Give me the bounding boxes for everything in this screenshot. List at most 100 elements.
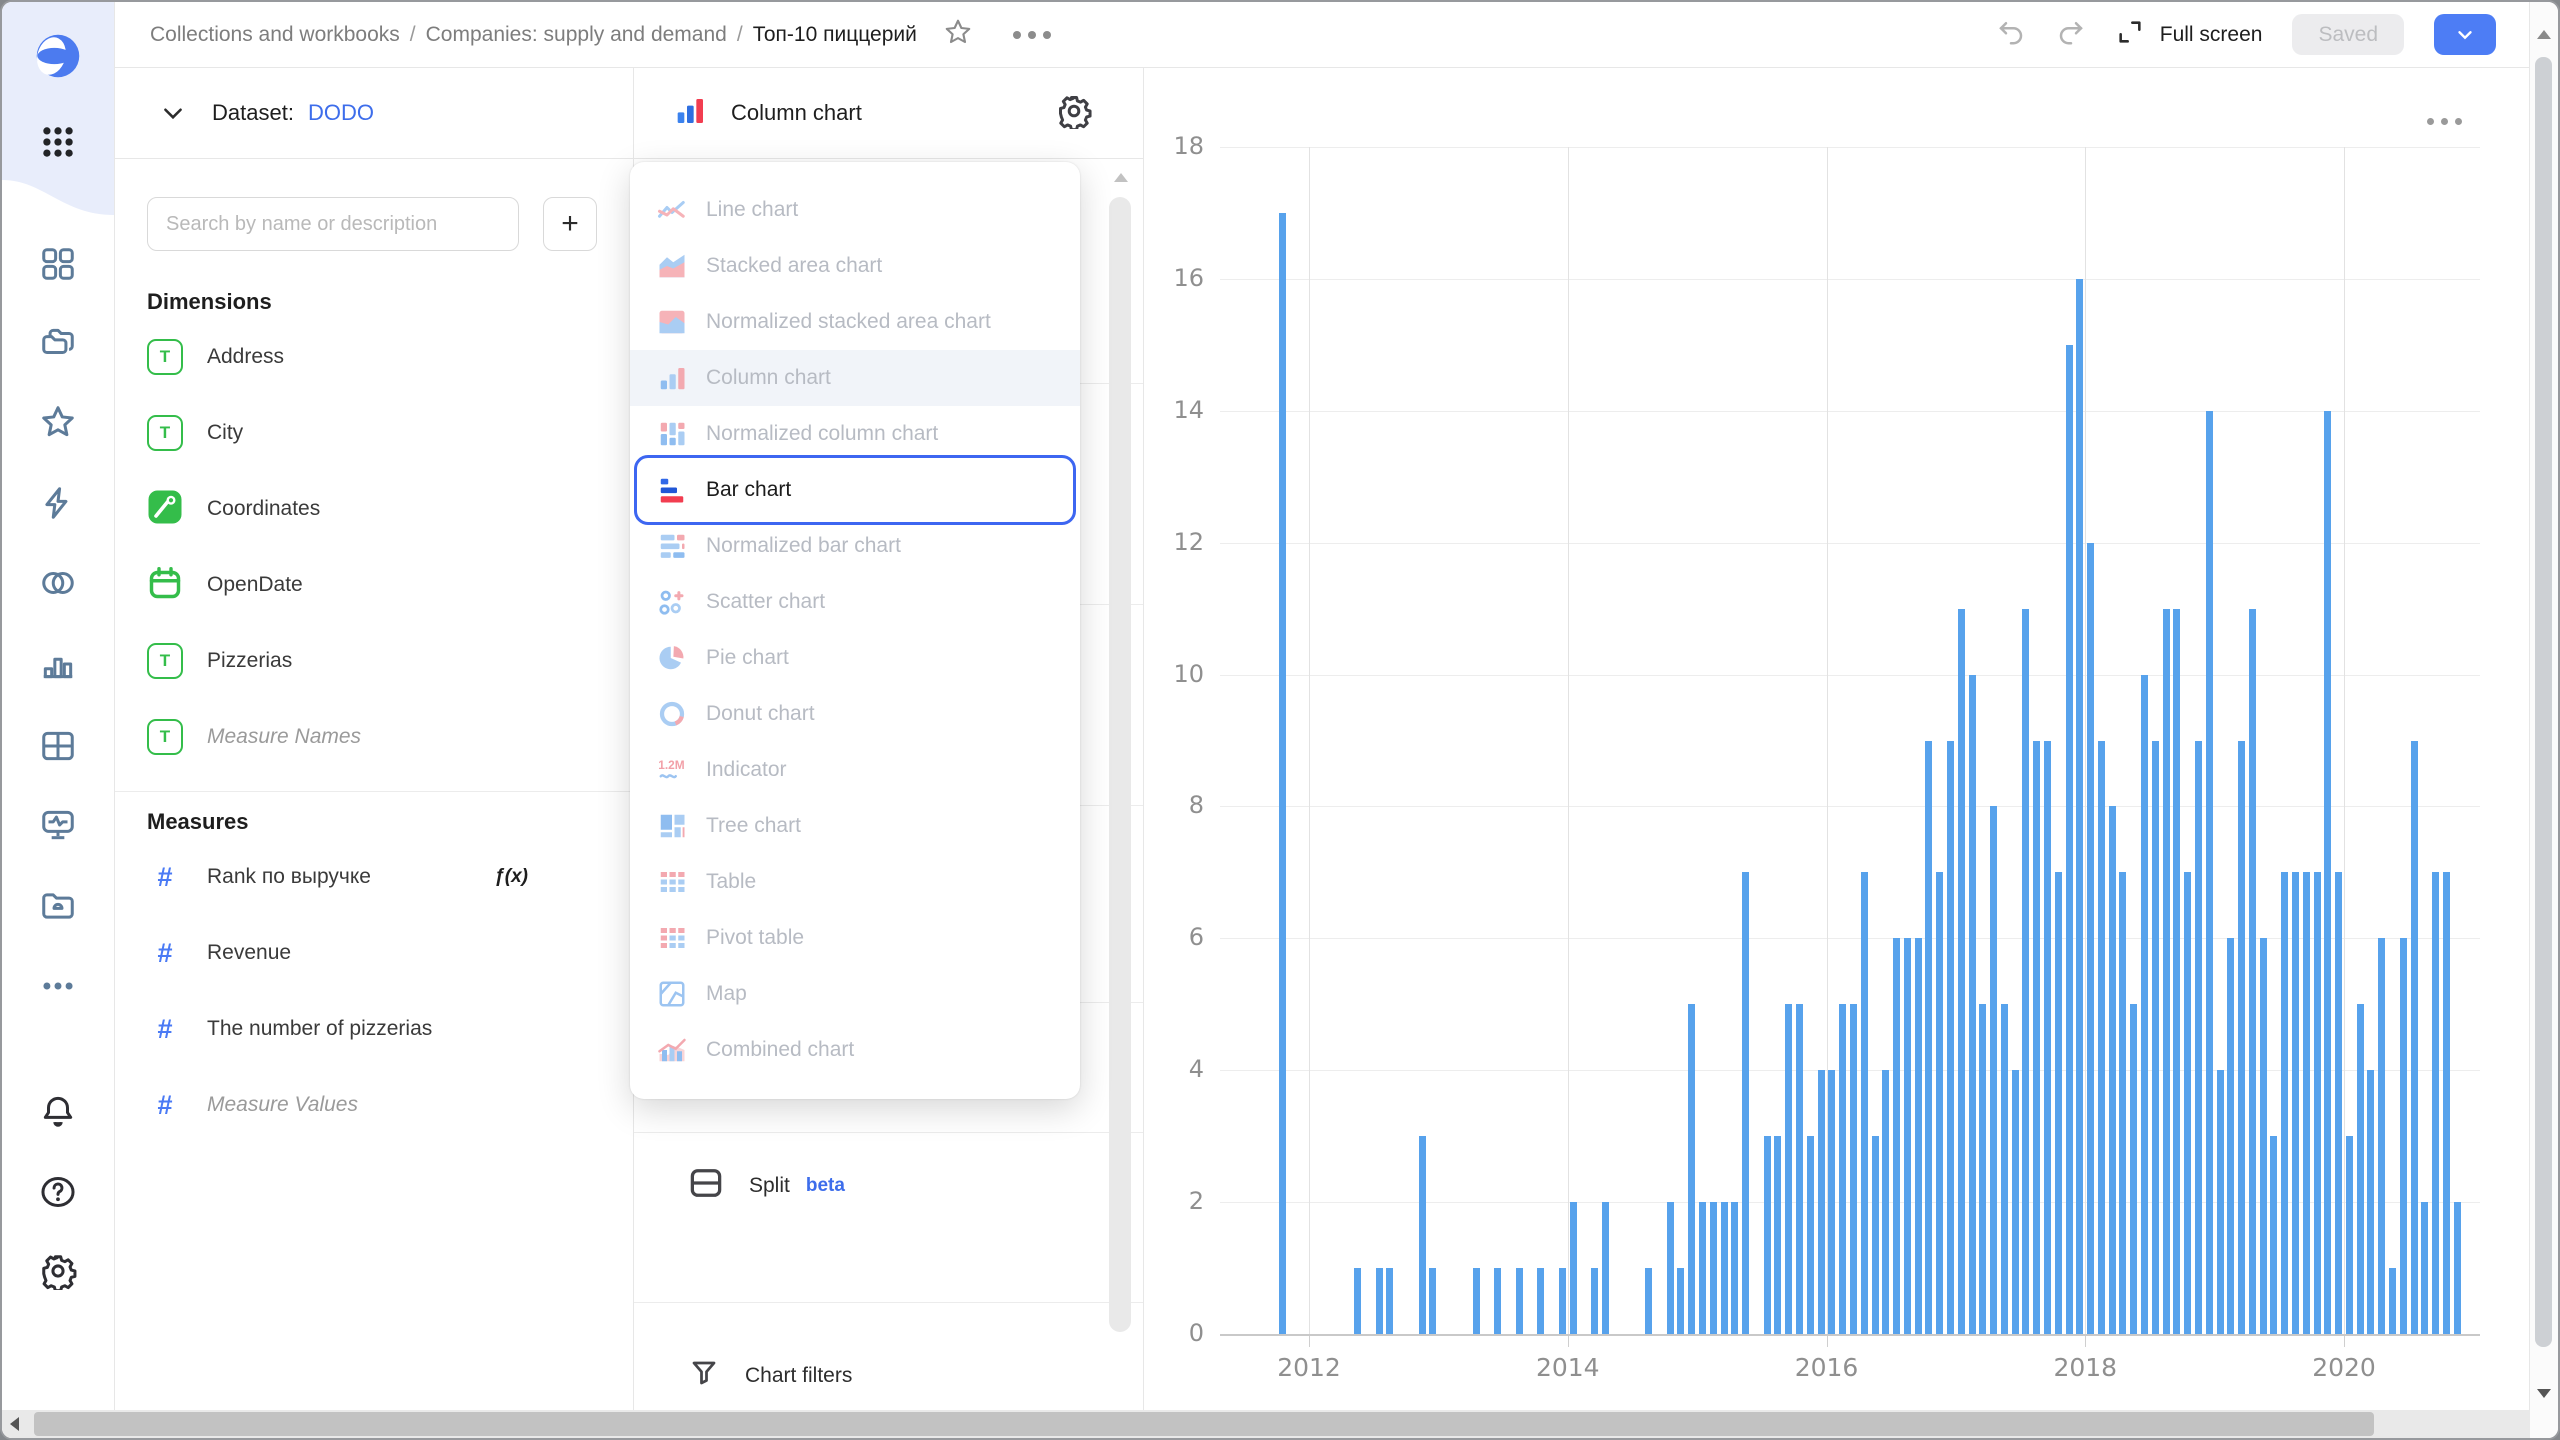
menu-item-indicator[interactable]: 1.2M Indicator (630, 742, 1080, 798)
add-field-button[interactable]: + (543, 197, 597, 251)
chart-bar[interactable] (2389, 1268, 2397, 1334)
dataset-name-link[interactable]: DODO (307, 100, 374, 125)
search-input[interactable] (147, 197, 519, 251)
apps-grid-icon[interactable] (36, 120, 80, 164)
chart-settings-gear-icon[interactable] (1056, 93, 1092, 134)
measure-row-measure-values[interactable]: # Measure Values (147, 1081, 633, 1129)
notifications-bell-icon[interactable] (36, 1089, 80, 1133)
menu-item-donut-chart[interactable]: Donut chart (630, 686, 1080, 742)
menu-item-line-chart[interactable]: Line chart (630, 182, 1080, 238)
chart-bar[interactable] (1742, 872, 1750, 1334)
panel-scrollbar[interactable] (1109, 197, 1131, 1332)
chart-bar[interactable] (2130, 1004, 2138, 1334)
chart-bar[interactable] (1990, 806, 1998, 1334)
chart-bar[interactable] (2410, 740, 2418, 1334)
chart-bar[interactable] (1806, 1136, 1814, 1334)
chart-bar[interactable] (1645, 1268, 1653, 1334)
chart-bar[interactable] (2011, 1070, 2019, 1334)
settings-gear-icon[interactable] (36, 1249, 80, 1293)
scroll-up-arrow[interactable] (2537, 30, 2551, 39)
chart-bar[interactable] (1763, 1136, 1771, 1334)
chart-bar[interactable] (1537, 1268, 1545, 1334)
chart-bar[interactable] (2087, 542, 2095, 1334)
chart-filters-row[interactable]: Chart filters (689, 1357, 852, 1394)
chart-bar[interactable] (1893, 938, 1901, 1334)
menu-item-normalized-column-chart[interactable]: Normalized column chart (630, 406, 1080, 462)
chart-bar[interactable] (1936, 872, 1944, 1334)
dimension-row-coordinates[interactable]: Coordinates (147, 485, 633, 533)
more-items-icon[interactable] (36, 964, 80, 1008)
chart-bar[interactable] (2324, 410, 2332, 1334)
chart-bar[interactable] (1957, 608, 1965, 1334)
chart-bar[interactable] (1418, 1136, 1426, 1334)
vertical-scrollbar[interactable] (2529, 2, 2558, 1410)
menu-item-table[interactable]: Table (630, 854, 1080, 910)
split-row[interactable]: Split beta (689, 1168, 845, 1203)
menu-item-combined-chart[interactable]: Combined chart (630, 1022, 1080, 1078)
chart-bar[interactable] (1946, 740, 1954, 1334)
chart-bar[interactable] (1720, 1202, 1728, 1334)
chart-bar[interactable] (2205, 410, 2213, 1334)
editor-lightning-icon[interactable] (36, 481, 80, 525)
chart-bar[interactable] (1386, 1268, 1394, 1334)
chart-bar[interactable] (1871, 1136, 1879, 1334)
storage-folder-icon[interactable] (36, 884, 80, 928)
chart-bar[interactable] (2108, 806, 2116, 1334)
chart-menu-icon[interactable] (2427, 118, 2462, 125)
monitoring-icon[interactable] (36, 803, 80, 847)
dashboards-icon[interactable] (36, 242, 80, 286)
chart-bar[interactable] (2302, 872, 2310, 1334)
chart-bar[interactable] (2378, 938, 2386, 1334)
chart-bar[interactable] (1979, 1004, 1987, 1334)
chart-bar[interactable] (2442, 872, 2450, 1334)
chart-bar[interactable] (2033, 740, 2041, 1334)
chart-bar[interactable] (2184, 872, 2192, 1334)
chart-bar[interactable] (2453, 1202, 2461, 1334)
chart-bar[interactable] (1677, 1268, 1685, 1334)
menu-item-pivot-table[interactable]: Pivot table (630, 910, 1080, 966)
menu-item-pie-chart[interactable]: Pie chart (630, 630, 1080, 686)
dataset-header[interactable]: Dataset: DODO (114, 68, 633, 159)
menu-item-tree-chart[interactable]: Tree chart (630, 798, 1080, 854)
fullscreen-icon[interactable] (2116, 18, 2144, 51)
menu-item-scatter-chart[interactable]: Scatter chart (630, 574, 1080, 630)
chart-bar[interactable] (1699, 1202, 1707, 1334)
chart-bar[interactable] (2238, 740, 2246, 1334)
charts-icon[interactable] (36, 642, 80, 686)
dimension-row-opendate[interactable]: OpenDate (147, 561, 633, 609)
menu-item-column-chart[interactable]: Column chart (630, 350, 1080, 406)
menu-item-normalized-stacked-area-chart[interactable]: Normalized stacked area chart (630, 294, 1080, 350)
chart-bar[interactable] (1882, 1070, 1890, 1334)
chart-bar[interactable] (2291, 872, 2299, 1334)
measure-row-rank[interactable]: # Rank по выручке ƒ(x) (147, 853, 633, 901)
dimension-row-address[interactable]: T Address (147, 333, 633, 381)
chart-bar[interactable] (2259, 938, 2267, 1334)
chart-bar[interactable] (1429, 1268, 1437, 1334)
vertical-scroll-thumb[interactable] (2535, 57, 2552, 1347)
tables-icon[interactable] (36, 724, 80, 768)
chart-bar[interactable] (1785, 1004, 1793, 1334)
chart-bar[interactable] (2345, 1136, 2353, 1334)
chart-bar[interactable] (1375, 1268, 1383, 1334)
measure-row-pizzeria-count[interactable]: # The number of pizzerias (147, 1005, 633, 1053)
chart-type-header[interactable]: Column chart (634, 68, 1143, 159)
chart-bar[interactable] (2000, 1004, 2008, 1334)
chart-bar[interactable] (1849, 1004, 1857, 1334)
chart-bar[interactable] (2065, 344, 2073, 1334)
collections-icon[interactable] (36, 321, 80, 365)
more-menu-icon[interactable] (1012, 30, 1051, 39)
chart-bar[interactable] (1354, 1268, 1362, 1334)
save-dropdown-button[interactable] (2434, 14, 2496, 55)
chart-bar[interactable] (2399, 938, 2407, 1334)
chart-bar[interactable] (2173, 608, 2181, 1334)
menu-item-stacked-area-chart[interactable]: Stacked area chart (630, 238, 1080, 294)
chart-bar[interactable] (1558, 1268, 1566, 1334)
relations-icon[interactable] (36, 561, 80, 605)
chart-bar[interactable] (1601, 1202, 1609, 1334)
chart-bar[interactable] (1709, 1202, 1717, 1334)
chart-bar[interactable] (2248, 608, 2256, 1334)
chart-bar[interactable] (2022, 608, 2030, 1334)
chart-bar[interactable] (2054, 872, 2062, 1334)
chart-bar[interactable] (2432, 872, 2440, 1334)
dimension-row-pizzerias[interactable]: T Pizzerias (147, 637, 633, 685)
